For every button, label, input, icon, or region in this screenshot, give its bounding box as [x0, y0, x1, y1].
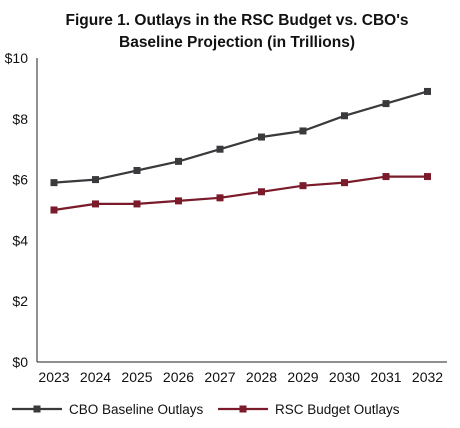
data-point-marker [175, 197, 182, 205]
x-tick-label: 2031 [370, 369, 401, 385]
y-tick-label: $8 [12, 111, 28, 127]
data-point-marker [133, 200, 141, 208]
data-point-marker [299, 127, 307, 135]
data-point-marker [175, 157, 182, 165]
x-tick-label: 2026 [163, 369, 194, 385]
x-tick-label: 2024 [80, 369, 111, 385]
y-tick-label: $10 [5, 50, 29, 66]
x-tick-label: 2029 [287, 369, 318, 385]
legend: CBO Baseline Outlays RSC Budget Outlays [12, 402, 400, 417]
series-1 [50, 87, 431, 187]
series-line [53, 175, 428, 212]
y-tick-label: $6 [12, 172, 28, 188]
x-tick-label: 2023 [38, 369, 69, 385]
x-tick-label: 2027 [204, 369, 235, 385]
data-point-marker [50, 179, 58, 187]
legend-marker-swatch [33, 405, 41, 413]
chart-title-line-1: Figure 1. Outlays in the RSC Budget vs. … [65, 12, 408, 29]
data-point-marker [92, 176, 99, 184]
data-point-marker [299, 182, 307, 190]
data-point-marker [92, 200, 99, 208]
data-point-marker [258, 133, 265, 141]
y-tick-label: $4 [12, 232, 28, 248]
legend-label: RSC Budget Outlays [275, 402, 400, 417]
legend-marker-swatch [239, 405, 247, 413]
data-point-marker [341, 112, 348, 120]
x-tick-label: 2032 [412, 369, 443, 385]
x-tick-label: 2030 [329, 369, 360, 385]
x-tick-label: 2025 [121, 369, 152, 385]
x-tick-label: 2028 [246, 369, 277, 385]
series-line [53, 90, 428, 184]
data-point-marker [133, 166, 141, 174]
x-axis-tick-labels: 2023 2024 2025 2026 2027 2028 2029 2030 2031 2032 [38, 369, 443, 385]
series-2 [50, 173, 431, 214]
y-axis-tick-labels: $0 $2 $4 $6 $8 $10 [5, 50, 29, 370]
data-point-marker [382, 173, 390, 181]
y-tick-label: $2 [12, 293, 28, 309]
data-point-marker [424, 87, 431, 95]
data-point-marker [258, 188, 265, 196]
series-layer [50, 87, 431, 214]
data-point-marker [216, 194, 224, 202]
legend-label: CBO Baseline Outlays [69, 402, 204, 417]
chart-title-line-2: Baseline Projection (in Trillions) [119, 34, 355, 51]
legend-item-1: CBO Baseline Outlays [12, 402, 204, 417]
data-point-marker [424, 173, 431, 181]
y-tick-label: $0 [12, 354, 28, 370]
data-point-marker [216, 145, 224, 153]
data-point-marker [341, 179, 348, 187]
data-point-marker [50, 206, 58, 214]
legend-item-2: RSC Budget Outlays [218, 402, 400, 417]
data-point-marker [382, 100, 390, 108]
